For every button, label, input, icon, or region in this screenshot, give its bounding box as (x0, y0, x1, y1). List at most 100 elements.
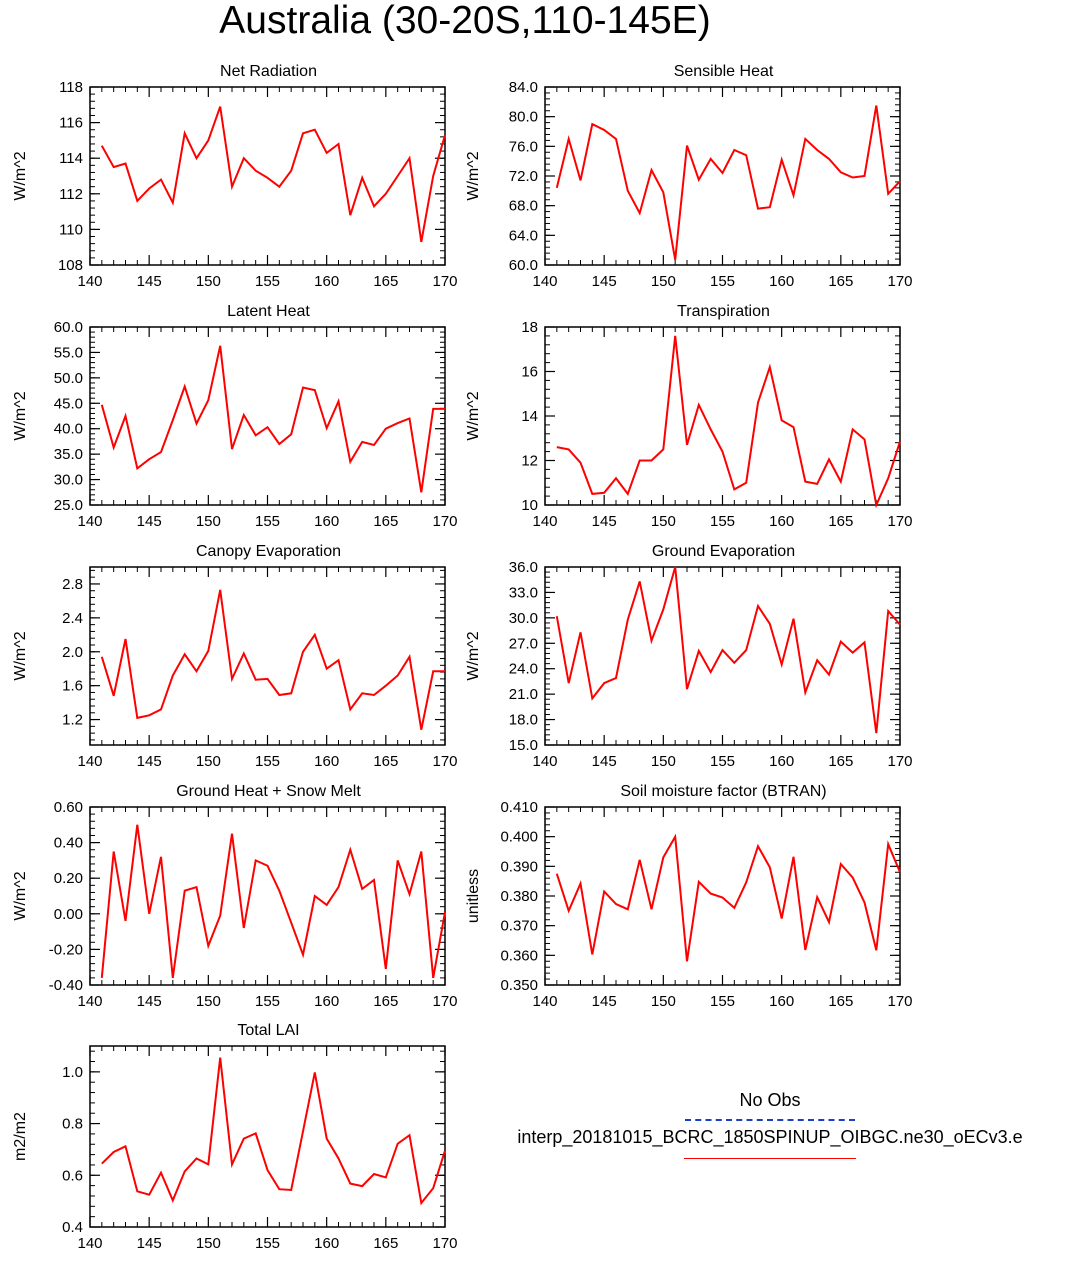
plot-frame (544, 806, 901, 986)
x-tick-label: 165 (373, 753, 398, 770)
chart-panel-2: 140 145 150 155 160 165 170 60.0 64.0 68.0 72.0 76.… (465, 63, 913, 290)
x-tick-label: 155 (710, 753, 735, 770)
series-line (100, 589, 445, 730)
y-tick-label: 18 (521, 319, 538, 336)
plot-frame (544, 326, 901, 506)
plot-frame (89, 566, 446, 746)
y-axis-label: W/m^2 (12, 391, 29, 440)
y-tick-label: 14 (521, 408, 538, 425)
legend-run-label: interp_20181015_BCRC_1850SPINUP_OIBGC.ne… (517, 1127, 1023, 1147)
panel-title: Ground Heat + Snow Melt (176, 783, 361, 800)
y-tick-label: 12 (521, 453, 538, 470)
y-tick-label: 0.8 (62, 1116, 83, 1133)
series-line (556, 335, 901, 509)
series-line (100, 345, 445, 493)
y-tick-label: 0.380 (500, 888, 538, 905)
x-tick-label: 155 (710, 513, 735, 530)
y-axis-label: W/m^2 (12, 631, 29, 680)
y-tick-label: 27.0 (509, 635, 538, 652)
y-tick-label: 1.2 (62, 712, 83, 729)
x-tick-label: 160 (314, 993, 339, 1010)
plot-frame (89, 326, 446, 506)
y-tick-label: 2.8 (62, 576, 83, 593)
x-tick-label: 145 (592, 273, 617, 290)
y-tick-label: 110 (59, 221, 83, 238)
x-tick-label: 160 (769, 993, 794, 1010)
x-tick-label: 160 (769, 513, 794, 530)
x-tick-label: 145 (137, 513, 162, 530)
series-line (555, 833, 901, 962)
y-tick-label: 33.0 (509, 584, 538, 601)
y-tick-label: 15.0 (509, 737, 538, 754)
y-tick-label: 0.400 (500, 829, 538, 846)
plot-frame (544, 566, 901, 746)
y-tick-label: 50.0 (54, 370, 83, 387)
y-tick-label: 24.0 (509, 661, 538, 678)
y-tick-label: 76.0 (509, 138, 538, 155)
chart-panel-9: 140 145 150 155 160 165 170 0.4 0.6 0.8 1.0 Total L… (12, 1022, 458, 1252)
x-tick-label: 140 (532, 993, 557, 1010)
panel-title: Transpiration (677, 303, 770, 320)
y-tick-label: 1.0 (62, 1064, 83, 1081)
y-tick-label: 84.0 (509, 79, 538, 96)
y-tick-label: 0.360 (500, 947, 538, 964)
x-tick-label: 140 (77, 753, 102, 770)
y-tick-label: 68.0 (509, 198, 538, 215)
x-tick-label: 155 (255, 513, 280, 530)
legend-obs-line (685, 1119, 855, 1121)
y-tick-label: 72.0 (509, 168, 538, 185)
x-tick-label: 150 (651, 753, 676, 770)
y-tick-label: 0.40 (54, 835, 83, 852)
x-tick-label: 150 (196, 753, 221, 770)
y-tick-label: 40.0 (54, 421, 83, 438)
y-tick-label: 0.4 (62, 1219, 83, 1236)
y-tick-label: -0.40 (49, 977, 83, 994)
x-tick-label: 165 (828, 753, 853, 770)
x-tick-label: 140 (77, 1235, 102, 1252)
chart-panel-6: 140 145 150 155 160 165 170 15.0 18.0 21.0 24.0 27.… (465, 543, 913, 770)
y-tick-label: 25.0 (54, 497, 83, 514)
x-tick-label: 165 (373, 273, 398, 290)
y-axis-label: W/m^2 (12, 151, 29, 200)
y-tick-label: 21.0 (509, 686, 538, 703)
y-tick-label: -0.20 (49, 941, 83, 958)
x-tick-label: 145 (592, 753, 617, 770)
legend-run-line (684, 1158, 856, 1159)
y-tick-label: 80.0 (509, 109, 538, 126)
chart-panel-8: 140 145 150 155 160 165 170 0.350 0.360 0.370 0.38… (465, 783, 913, 1010)
y-tick-label: 112 (59, 186, 83, 203)
x-tick-label: 150 (196, 513, 221, 530)
y-tick-label: 108 (58, 257, 83, 274)
x-tick-label: 160 (314, 273, 339, 290)
x-tick-label: 150 (651, 513, 676, 530)
y-tick-label: 0.60 (54, 799, 83, 816)
y-tick-label: 10 (521, 497, 538, 514)
panel-title: Canopy Evaporation (196, 543, 341, 560)
x-tick-label: 160 (314, 513, 339, 530)
y-tick-label: 60.0 (509, 257, 538, 274)
x-tick-label: 170 (887, 273, 912, 290)
x-tick-label: 160 (314, 1235, 339, 1252)
x-tick-label: 165 (373, 1235, 398, 1252)
y-tick-label: 18.0 (509, 712, 538, 729)
y-axis-label: W/m^2 (465, 151, 482, 200)
x-tick-label: 150 (196, 1235, 221, 1252)
series-line (100, 824, 446, 979)
y-axis-label: m2/m2 (12, 1112, 29, 1161)
y-axis-label: unitless (465, 869, 482, 923)
x-tick-label: 170 (432, 273, 457, 290)
y-tick-label: 30.0 (509, 610, 538, 627)
y-axis-label: W/m^2 (465, 391, 482, 440)
x-tick-label: 150 (196, 273, 221, 290)
y-tick-label: 36.0 (509, 559, 538, 576)
chart-panel-1: 140 145 150 155 160 165 170 108 110 112 114 116 118 N… (12, 63, 458, 290)
legend: No Obs interp_20181015_BCRC_1850SPINUP_O… (475, 1090, 1065, 1159)
x-tick-label: 150 (196, 993, 221, 1010)
x-tick-label: 140 (532, 513, 557, 530)
x-tick-label: 140 (77, 993, 102, 1010)
y-tick-label: 0.350 (500, 977, 538, 994)
x-tick-label: 140 (77, 273, 102, 290)
x-tick-label: 140 (532, 273, 557, 290)
x-tick-label: 155 (710, 993, 735, 1010)
x-tick-label: 165 (828, 513, 853, 530)
